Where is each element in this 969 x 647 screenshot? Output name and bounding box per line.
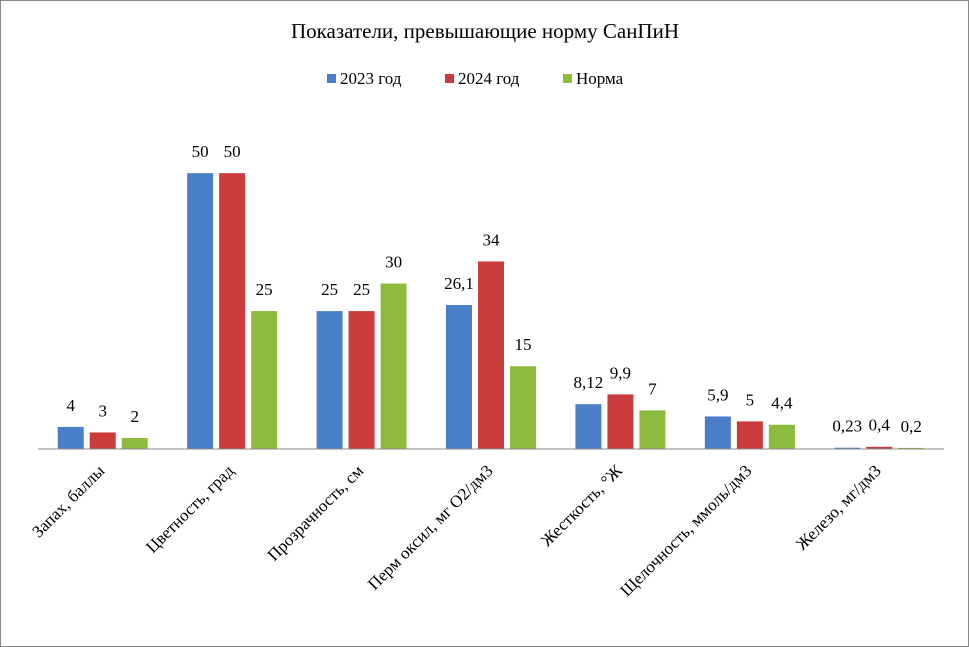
bar [219, 173, 246, 449]
bar [866, 446, 893, 449]
bar [121, 437, 148, 449]
data-label: 3 [98, 401, 107, 420]
data-label: 4 [66, 396, 75, 415]
bar [478, 261, 504, 449]
bar [736, 421, 763, 449]
legend-swatch [445, 74, 454, 83]
data-label: 0,23 [832, 417, 862, 436]
data-label: 26,1 [444, 274, 474, 293]
data-label: 5 [746, 390, 755, 409]
legend-swatch [327, 74, 336, 83]
bar [316, 311, 343, 449]
data-label: 0,2 [901, 417, 922, 436]
legend-label: 2024 год [458, 69, 520, 88]
data-label: 0,4 [869, 416, 891, 435]
data-label: 25 [353, 280, 370, 299]
bar [446, 305, 472, 449]
bar [57, 426, 84, 449]
bar [898, 447, 925, 449]
legend-swatch [563, 74, 572, 83]
legend-label: Норма [576, 69, 624, 88]
data-label: 34 [483, 230, 501, 249]
bar [834, 447, 861, 449]
bar [380, 283, 407, 449]
bar [251, 311, 278, 449]
data-label: 7 [648, 379, 657, 398]
bar [768, 424, 795, 449]
data-label: 8,12 [574, 373, 604, 392]
data-label: 15 [515, 335, 532, 354]
data-label: 50 [224, 142, 241, 161]
data-label: 4,4 [771, 394, 793, 413]
chart-title: Показатели, превышающие норму СанПиН [291, 19, 679, 43]
data-label: 9,9 [610, 363, 631, 382]
data-label: 25 [321, 280, 338, 299]
bar [607, 394, 634, 449]
bar [187, 173, 214, 449]
data-label: 30 [385, 252, 402, 271]
bar [575, 404, 602, 449]
bar [348, 311, 375, 449]
data-label: 50 [192, 142, 209, 161]
bar [639, 410, 666, 449]
data-label: 5,9 [707, 385, 728, 404]
bar [704, 416, 731, 449]
data-label: 25 [256, 280, 273, 299]
bar [510, 366, 536, 449]
data-label: 2 [130, 407, 139, 426]
legend-label: 2023 год [340, 69, 402, 88]
bar [89, 432, 116, 449]
